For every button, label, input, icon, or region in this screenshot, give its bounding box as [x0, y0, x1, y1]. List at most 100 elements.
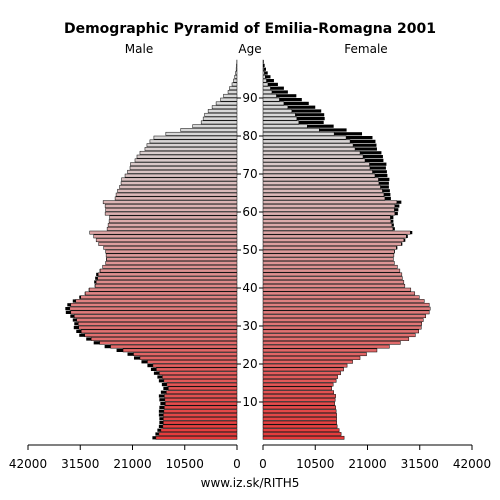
- male-bar: [84, 333, 238, 338]
- female-x-tick-label: 42000: [453, 457, 491, 471]
- female-excess-bar: [287, 105, 316, 109]
- male-excess-bar: [95, 276, 98, 280]
- male-bar: [127, 169, 238, 174]
- age-tick-label: 30: [242, 319, 257, 333]
- female-x-tick-label: 10500: [296, 457, 334, 471]
- male-bar: [162, 424, 238, 429]
- female-bar: [262, 86, 271, 91]
- female-excess-bar: [265, 75, 271, 79]
- female-bar: [262, 147, 356, 151]
- female-excess-bar: [396, 200, 402, 204]
- female-bar: [262, 185, 381, 189]
- female-bar: [262, 386, 332, 391]
- male-bar: [163, 420, 238, 425]
- female-bar: [262, 261, 395, 265]
- female-excess-bar: [374, 174, 388, 178]
- male-bar: [108, 219, 238, 224]
- male-bar: [84, 291, 238, 296]
- male-excess-bar: [104, 345, 111, 349]
- male-bar: [105, 253, 238, 258]
- female-bar: [262, 219, 392, 224]
- female-bar: [262, 352, 367, 357]
- male-bar: [97, 276, 238, 281]
- male-excess-bar: [65, 310, 71, 314]
- male-excess-bar: [127, 352, 134, 356]
- female-excess-bar: [410, 231, 413, 235]
- male-bar: [165, 401, 238, 406]
- female-bar: [262, 264, 398, 269]
- female-bar: [262, 78, 267, 83]
- male-bar: [156, 367, 238, 372]
- female-bar: [262, 211, 396, 216]
- female-x-tick-label: 21000: [348, 457, 386, 471]
- male-bar: [136, 154, 238, 159]
- male-bar: [80, 329, 238, 334]
- female-bar: [262, 333, 416, 338]
- female-bar: [262, 188, 383, 193]
- male-bar: [88, 287, 238, 292]
- female-x-tick-label: 31500: [401, 457, 439, 471]
- female-excess-bar: [298, 120, 324, 124]
- female-bar: [262, 397, 336, 402]
- female-excess-bar: [346, 136, 373, 140]
- female-bar: [262, 116, 298, 121]
- female-bar: [262, 405, 336, 410]
- female-bar: [262, 276, 403, 281]
- male-bar: [106, 257, 238, 262]
- male-bar: [122, 348, 238, 353]
- female-excess-bar: [263, 63, 265, 67]
- male-excess-bar: [161, 383, 167, 387]
- male-bar: [95, 280, 238, 284]
- female-bar: [262, 283, 406, 288]
- female-bar: [262, 90, 273, 94]
- female-bar: [262, 97, 280, 102]
- male-excess-bar: [160, 390, 167, 394]
- female-excess-bar: [360, 151, 382, 155]
- female-excess-bar: [384, 196, 391, 200]
- female-excess-bar: [390, 215, 394, 219]
- female-excess-bar: [271, 90, 288, 94]
- male-bar: [94, 283, 238, 288]
- female-bar: [262, 226, 394, 231]
- female-excess-bar: [267, 82, 278, 86]
- female-bar: [262, 306, 431, 311]
- male-bar: [200, 120, 238, 125]
- male-bar: [130, 162, 238, 167]
- female-bar: [262, 124, 308, 129]
- female-bar: [262, 295, 420, 300]
- female-bar: [262, 337, 410, 341]
- male-bar: [99, 268, 238, 273]
- male-excess-bar: [155, 432, 159, 436]
- male-bar: [97, 272, 238, 277]
- male-bar: [115, 192, 238, 197]
- female-bar: [262, 139, 351, 144]
- age-axis: 10 20 30 40 50 60 70 80 90: [237, 91, 263, 409]
- age-tick-label: 60: [242, 205, 257, 219]
- female-excess-bar: [406, 234, 408, 238]
- male-bar: [78, 321, 238, 326]
- male-bar: [229, 86, 238, 91]
- female-bar: [262, 371, 341, 376]
- male-bar: [164, 394, 238, 398]
- female-excess-bar: [380, 185, 389, 189]
- male-bar: [159, 371, 238, 376]
- male-excess-bar: [158, 394, 165, 398]
- female-excess-bar: [369, 166, 386, 170]
- male-bars: [65, 59, 238, 440]
- female-excess-bar: [296, 117, 325, 121]
- female-bar: [262, 234, 407, 239]
- female-bar: [262, 177, 379, 182]
- male-bar: [234, 74, 238, 79]
- female-bar: [262, 329, 420, 334]
- male-excess-bar: [153, 371, 160, 375]
- female-bar: [262, 424, 338, 429]
- male-excess-bar: [72, 299, 76, 303]
- female-bar: [262, 257, 394, 262]
- female-excess-bar: [391, 223, 394, 227]
- female-excess-bar: [319, 128, 347, 132]
- female-bar: [262, 344, 390, 349]
- male-bar: [104, 204, 238, 208]
- female-bar: [262, 143, 354, 148]
- female-bar: [262, 310, 430, 315]
- female-excess-bar: [396, 246, 398, 250]
